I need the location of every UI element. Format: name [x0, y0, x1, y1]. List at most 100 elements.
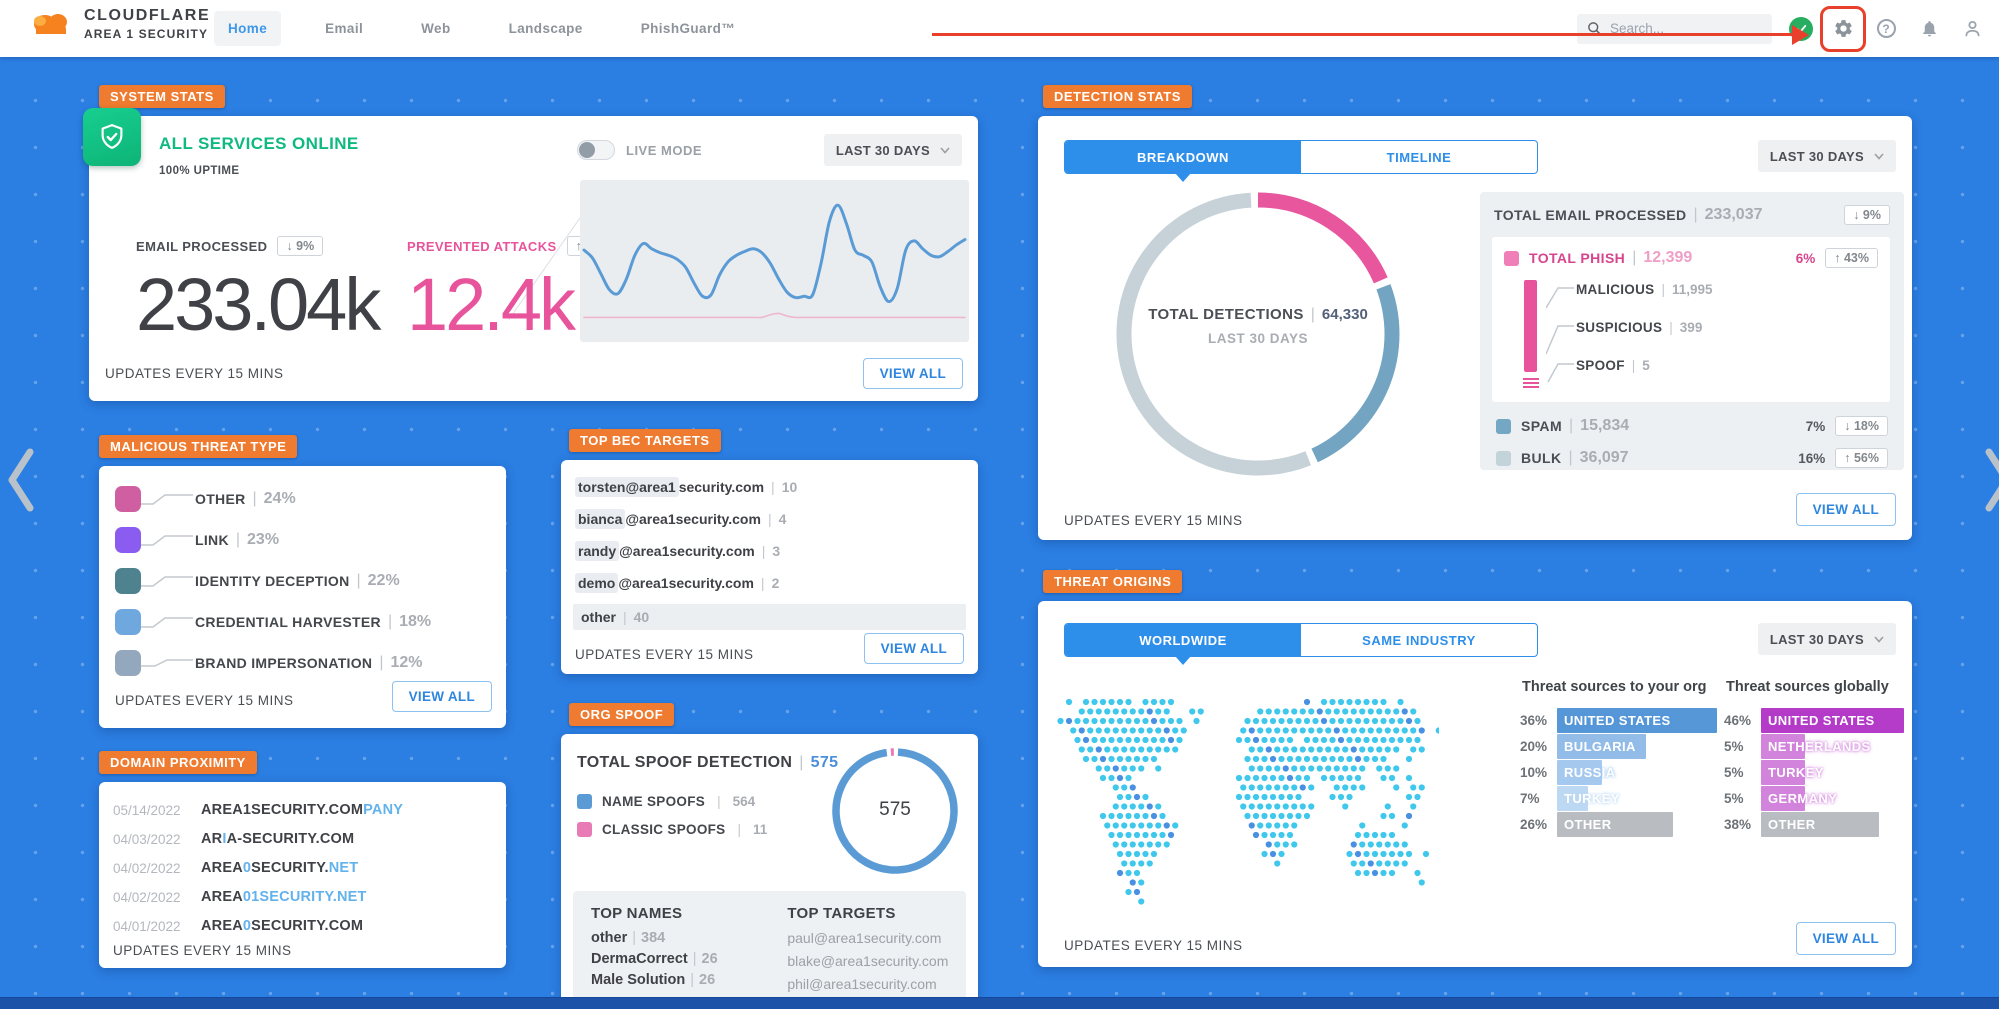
color-swatch	[1496, 418, 1511, 434]
threat-source-bar: TURKEY	[1761, 760, 1823, 785]
threat-origins-section: THREAT ORIGINS WORLDWIDE SAME INDUSTRY L…	[1038, 570, 1912, 967]
threat-type-pct: 12%	[390, 654, 423, 671]
threat-source-row: 38% OTHER	[1724, 812, 1914, 837]
detection-breakdown-panel: TOTAL EMAIL PROCESSED | 233,037 ↓ 9% TOTA…	[1480, 192, 1904, 470]
user-menu-button[interactable]	[1959, 16, 1985, 42]
nav-item-phishguard[interactable]: PhishGuard™	[640, 21, 736, 36]
threat-source-bar: NETHERLANDS	[1761, 734, 1870, 759]
domain-name[interactable]: ARIA-SECURITY.COM	[201, 831, 355, 847]
color-swatch	[577, 822, 592, 837]
threat-source-row: 46% UNITED STATES	[1724, 708, 1914, 733]
global-threat-sources-column: Threat sources globally 46% UNITED STATE…	[1724, 679, 1914, 838]
nav-menu: Home Email Web Landscape PhishGuard™	[214, 0, 749, 57]
brand-text: CLOUDFLARE AREA 1 SECURITY	[84, 7, 210, 41]
threat-origins-range-dropdown[interactable]: LAST 30 DAYS	[1757, 623, 1896, 655]
color-swatch	[577, 794, 592, 809]
domain-row: 04/01/2022 AREA0SECURITY.COM	[113, 914, 492, 938]
threat-source-row: 5% TURKEY	[1724, 760, 1914, 785]
tab-same-industry[interactable]: SAME INDUSTRY	[1362, 632, 1476, 648]
threat-source-bar: TURKEY	[1557, 786, 1619, 811]
threat-source-bar: UNITED STATES	[1761, 708, 1904, 733]
threat-source-row: 7% TURKEY	[1520, 786, 1730, 811]
spoof-legend: NAME SPOOFS | 564 CLASSIC SPOOFS | 11	[577, 794, 962, 837]
brand-subname: AREA 1 SECURITY	[84, 27, 209, 41]
update-frequency-note: UPDATES EVERY 15 MINS	[1064, 938, 1243, 953]
threat-source-bar: BULGARIA	[1557, 734, 1646, 759]
domain-name[interactable]: AREA01SECURITY.NET	[201, 889, 367, 905]
metric-value: 233.04k	[136, 263, 381, 346]
card-badge: THREAT ORIGINS	[1043, 570, 1183, 593]
notifications-button[interactable]	[1916, 16, 1942, 42]
domain-name[interactable]: AREA0SECURITY.COM	[201, 918, 364, 934]
chevron-down-icon	[1874, 152, 1884, 160]
nav-item-home[interactable]: Home	[214, 11, 282, 46]
live-mode-label: LIVE MODE	[626, 142, 703, 158]
top-navbar: CLOUDFLARE AREA 1 SECURITY Home Email We…	[0, 0, 1999, 57]
connector-line	[141, 494, 193, 505]
top-target-row: blake@area1security.com	[787, 953, 949, 969]
search-box[interactable]	[1577, 13, 1772, 44]
malicious-row: MALICIOUS | 11,995	[1576, 282, 1713, 297]
threat-source-row: 26% OTHER	[1520, 812, 1730, 837]
gear-icon	[1834, 20, 1852, 37]
trend-badge: ↓ 9%	[1844, 205, 1890, 225]
email-volume-line-chart	[580, 180, 969, 342]
metric-label: EMAIL PROCESSED	[136, 238, 268, 254]
view-all-button[interactable]: VIEW ALL	[391, 681, 492, 712]
user-icon	[1965, 20, 1979, 37]
top-bec-targets-section: TOP BEC TARGETS torsten@area1 security.co…	[561, 429, 978, 674]
detection-stats-range-dropdown[interactable]: LAST 30 DAYS	[1757, 140, 1896, 172]
range-value: LAST 30 DAYS	[835, 142, 930, 158]
threat-source-row: 20% BULGARIA	[1520, 734, 1730, 759]
live-mode-control: LIVE MODE	[577, 140, 702, 160]
domain-name[interactable]: AREA1SECURITY.COMPANY	[201, 802, 404, 818]
carousel-right-arrow[interactable]	[1985, 448, 1999, 512]
metric-value: 12.4k	[407, 263, 576, 346]
connector-line	[141, 659, 193, 667]
top-name-row: other | 384	[591, 930, 666, 946]
tab-worldwide[interactable]: WORLDWIDE	[1065, 624, 1301, 665]
view-all-button[interactable]: VIEW ALL	[1795, 493, 1896, 526]
bec-target-row: bianca @area1security.com | 4	[575, 508, 964, 530]
threat-type-pct: 23%	[247, 531, 280, 548]
nav-right-cluster: ?	[1577, 0, 1985, 57]
tab-timeline[interactable]: TIMELINE	[1386, 149, 1452, 165]
top-targets-column: TOP TARGETS paul@area1security.com blake…	[787, 905, 949, 992]
view-all-button[interactable]: VIEW ALL	[863, 633, 964, 664]
spoof-total-title: TOTAL SPOOF DETECTION | 575	[577, 754, 839, 771]
uptime-label: 100% UPTIME	[159, 165, 240, 177]
threat-type-label: OTHER	[195, 491, 246, 507]
spoof-total-value: 575	[810, 754, 839, 771]
threat-source-row: 36% UNITED STATES	[1520, 708, 1730, 733]
tab-breakdown[interactable]: BREAKDOWN	[1065, 141, 1301, 182]
annotation-highlight-box	[1820, 5, 1866, 52]
threat-source-bar: UNITED STATES	[1557, 708, 1718, 733]
domain-proximity-card: 05/14/2022 AREA1SECURITY.COMPANY 04/03/2…	[99, 782, 506, 968]
system-stats-range-dropdown[interactable]: LAST 30 DAYS	[823, 134, 962, 166]
threat-type-row: BRAND IMPERSONATION | 12%	[115, 650, 490, 676]
nav-item-landscape[interactable]: Landscape	[508, 21, 583, 36]
cloudflare-logo-icon	[34, 14, 67, 34]
top-target-row: phil@area1security.com	[787, 976, 937, 992]
help-icon: ?	[1876, 19, 1896, 38]
view-all-button[interactable]: VIEW ALL	[862, 358, 963, 389]
nav-item-email[interactable]: Email	[325, 21, 364, 36]
settings-button[interactable]	[1820, 5, 1866, 52]
malicious-threat-type-card: OTHER | 24% LINK | 23% IDENTITY DECEPTION …	[99, 466, 506, 728]
card-badge: DETECTION STATS	[1043, 85, 1192, 108]
bottom-strip	[0, 997, 1999, 1009]
nav-item-web[interactable]: Web	[421, 21, 451, 36]
threat-type-row: CREDENTIAL HARVESTER | 18%	[115, 609, 490, 635]
update-frequency-note: UPDATES EVERY 15 MINS	[115, 693, 294, 708]
help-button[interactable]: ?	[1873, 16, 1899, 42]
detections-donut-chart	[1116, 192, 1400, 476]
trend-badge: ↑ 43%	[1825, 248, 1878, 268]
spoof-detail-panel: TOP NAMES other | 384 DermaCorrect | 26 Male…	[573, 891, 966, 1009]
search-input[interactable]	[1610, 21, 1760, 36]
view-all-button[interactable]: VIEW ALL	[1795, 922, 1896, 955]
domain-name[interactable]: AREA0SECURITY.NET	[201, 860, 359, 876]
live-mode-toggle[interactable]	[577, 140, 615, 160]
domain-proximity-section: DOMAIN PROXIMITY 05/14/2022 AREA1SECURIT…	[99, 751, 506, 968]
carousel-left-arrow[interactable]	[6, 448, 34, 512]
threat-type-pct: 18%	[399, 613, 432, 630]
